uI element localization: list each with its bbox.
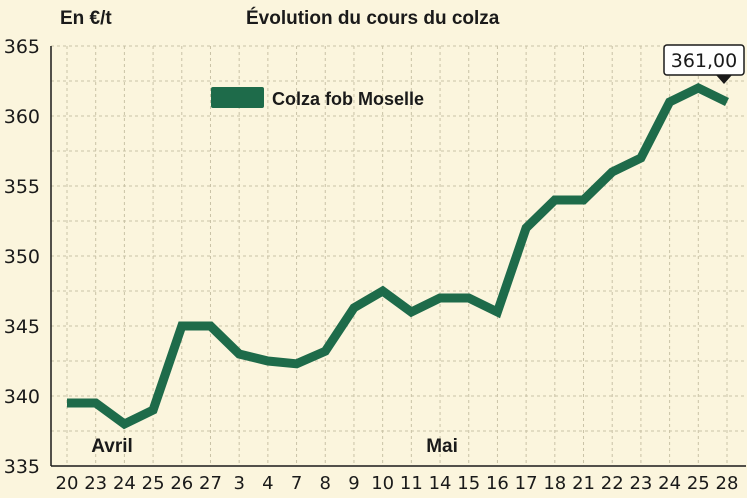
callout-arrow	[716, 75, 732, 84]
x-tick-label: 7	[291, 473, 302, 494]
month-labels: Avril Mai	[91, 436, 458, 457]
x-tick-label: 3	[233, 473, 244, 494]
x-tick-label: 22	[601, 473, 624, 494]
legend: Colza fob Moselle	[211, 87, 424, 109]
x-tick-label: 4	[262, 473, 273, 494]
x-tick-label: 14	[429, 473, 452, 494]
y-axis-label: En €/t	[60, 8, 112, 29]
series	[67, 82, 729, 430]
callout-value: 361,00	[671, 50, 737, 72]
x-tick-label: 11	[400, 473, 423, 494]
y-ticks: 335 340 345 350 355 360 365	[4, 36, 40, 478]
y-tick-label: 365	[4, 36, 40, 58]
legend-swatch	[211, 87, 264, 108]
x-tick-label: 25	[687, 473, 710, 494]
x-tick-label: 26	[170, 473, 193, 494]
x-tick-label: 28	[716, 473, 739, 494]
axes	[50, 46, 746, 467]
y-tick-label: 345	[4, 316, 40, 338]
x-tick-label: 23	[84, 473, 107, 494]
x-tick-label: 27	[199, 473, 222, 494]
legend-label: Colza fob Moselle	[272, 89, 424, 109]
x-tick-label: 24	[658, 473, 681, 494]
callout-box	[663, 44, 745, 76]
x-tick-label: 23	[629, 473, 652, 494]
x-tick-label: 8	[320, 473, 331, 494]
x-tick-label: 15	[457, 473, 480, 494]
x-ticks: 20 23 24 25 26 27 3 4 7 8 9 10 11 14 15 16 17 18 21 22 23 24 2…	[56, 473, 739, 494]
y-tick-label: 335	[4, 456, 40, 478]
month-label: Mai	[426, 436, 458, 457]
y-tick-label: 340	[4, 386, 40, 408]
x-tick-label: 9	[348, 473, 359, 494]
y-tick-label: 350	[4, 246, 40, 268]
y-tick-label: 355	[4, 176, 40, 198]
x-tick-label: 25	[142, 473, 165, 494]
y-tick-label: 360	[4, 106, 40, 128]
chart-title: Évolution du cours du colza	[246, 7, 500, 29]
x-tick-label: 24	[113, 473, 136, 494]
x-tick-label: 18	[543, 473, 566, 494]
value-callout: 361,00	[663, 44, 745, 84]
x-tick-label: 17	[515, 473, 538, 494]
x-tick-label: 10	[371, 473, 394, 494]
x-tick-label: 21	[572, 473, 595, 494]
x-tick-label: 20	[56, 473, 79, 494]
month-label: Avril	[91, 436, 133, 457]
x-tick-label: 16	[486, 473, 509, 494]
series-line	[67, 82, 729, 430]
